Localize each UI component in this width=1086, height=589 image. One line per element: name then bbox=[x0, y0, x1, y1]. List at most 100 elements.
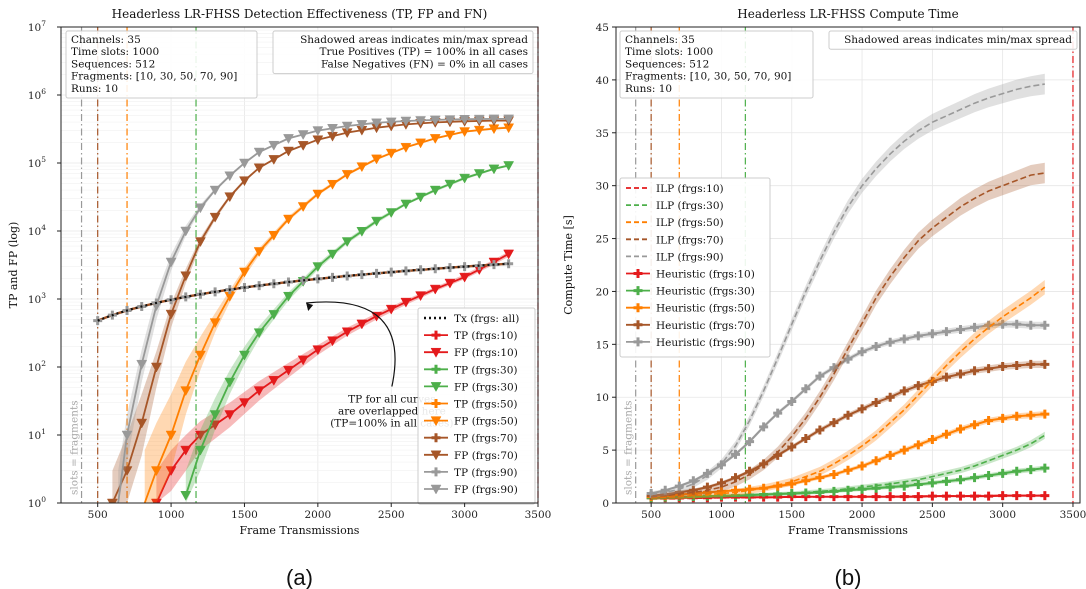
tp-marker bbox=[504, 259, 514, 269]
legend-label: ILP (frgs:90) bbox=[656, 251, 724, 263]
y-tick-label: 35 bbox=[596, 128, 609, 140]
legend-label: ILP (frgs:30) bbox=[656, 200, 724, 212]
ilp-line-frgs-90 bbox=[651, 83, 1045, 496]
heuristic-marker-frgs-50 bbox=[913, 440, 923, 450]
fp-marker-frgs-30 bbox=[503, 161, 515, 171]
legend-marker bbox=[430, 484, 442, 495]
info-box-left-line: Sequences: 512 bbox=[625, 58, 709, 70]
info-box-left-frame bbox=[619, 30, 814, 99]
heuristic-marker-frgs-70 bbox=[843, 410, 853, 420]
legend-label: FP (frgs:30) bbox=[454, 381, 518, 393]
fp-marker-frgs-70 bbox=[180, 271, 192, 282]
fp-marker-frgs-10 bbox=[253, 386, 265, 397]
info-box-left-line: Runs: 10 bbox=[71, 83, 118, 95]
x-tick-label: 2000 bbox=[304, 509, 331, 521]
fp-marker-frgs-50 bbox=[297, 202, 309, 213]
heuristic-marker-frgs-50 bbox=[955, 424, 965, 434]
heuristic-marker-frgs-90 bbox=[688, 476, 698, 486]
heuristic-marker-frgs-90 bbox=[1012, 319, 1022, 329]
heuristic-marker-frgs-90 bbox=[787, 396, 797, 406]
info-box-left-line: Channels: 35 bbox=[625, 34, 695, 46]
fp-marker-frgs-90 bbox=[444, 115, 456, 126]
fp-marker-frgs-90 bbox=[503, 114, 515, 125]
fp-marker-frgs-10 bbox=[224, 410, 236, 421]
vertical-line-label: slots = fragments bbox=[69, 400, 81, 495]
fp-marker-frgs-70 bbox=[209, 212, 221, 223]
fp-marker-frgs-90 bbox=[341, 121, 353, 132]
fp-marker-frgs-50 bbox=[429, 134, 441, 144]
x-axis-label: Frame Transmissions bbox=[788, 524, 908, 537]
heuristic-marker-frgs-30 bbox=[899, 481, 909, 491]
legend-label: FP (frgs:10) bbox=[454, 347, 518, 359]
fp-marker-frgs-10 bbox=[165, 466, 177, 477]
y-tick-label: 105 bbox=[28, 155, 46, 170]
heuristic-marker-frgs-90 bbox=[1040, 320, 1050, 330]
heuristic-marker-frgs-50 bbox=[899, 445, 909, 455]
legend-marker bbox=[430, 382, 442, 392]
fp-marker-frgs-10 bbox=[239, 398, 250, 409]
heuristic-marker-frgs-50 bbox=[829, 469, 839, 479]
fp-marker-frgs-90 bbox=[429, 115, 441, 126]
fp-marker-frgs-30 bbox=[327, 249, 338, 260]
heuristic-marker-frgs-50 bbox=[871, 456, 881, 466]
heuristic-marker-frgs-50 bbox=[1012, 411, 1022, 421]
chart-title: Headerless LR-FHSS Compute Time bbox=[737, 7, 958, 21]
legend-marker bbox=[633, 269, 643, 278]
legend-label: ILP (frgs:10) bbox=[656, 183, 724, 195]
fp-marker-frgs-70 bbox=[239, 176, 250, 187]
fp-marker-frgs-50 bbox=[371, 154, 382, 165]
fp-marker-frgs-50 bbox=[165, 430, 177, 441]
heuristic-marker-frgs-70 bbox=[899, 386, 909, 396]
fp-marker-frgs-50 bbox=[180, 386, 192, 397]
legend-label: Heuristic (frgs:50) bbox=[656, 303, 755, 315]
heuristic-marker-frgs-90 bbox=[871, 341, 881, 351]
fp-line-frgs-70 bbox=[111, 119, 509, 503]
y-tick-label: 25 bbox=[596, 234, 609, 246]
ilp-band-frgs-10 bbox=[651, 494, 1045, 500]
panel-label: (b) bbox=[835, 565, 862, 589]
fp-marker-frgs-90 bbox=[283, 134, 294, 144]
x-tick-label: 1500 bbox=[778, 509, 805, 521]
fp-marker-frgs-30 bbox=[283, 291, 294, 302]
fp-marker-frgs-90 bbox=[209, 185, 221, 196]
tp-marker bbox=[298, 275, 308, 285]
heuristic-marker-frgs-70 bbox=[688, 485, 698, 495]
fp-marker-frgs-90 bbox=[224, 171, 236, 182]
fp-marker-frgs-30 bbox=[371, 216, 382, 227]
x-tick-label: 500 bbox=[641, 509, 661, 521]
ilp-line-frgs-30 bbox=[651, 434, 1046, 500]
fp-marker-frgs-30 bbox=[415, 192, 427, 203]
heuristic-marker-frgs-50 bbox=[815, 473, 825, 483]
fp-marker-frgs-10 bbox=[400, 297, 412, 308]
legend-label: FP (frgs:70) bbox=[454, 450, 518, 462]
heuristic-marker-frgs-70 bbox=[970, 366, 980, 376]
fp-marker-frgs-30 bbox=[195, 445, 206, 456]
legend-marker bbox=[633, 286, 643, 296]
legend-label: FP (frgs:90) bbox=[454, 484, 518, 496]
fp-marker-frgs-10 bbox=[341, 327, 353, 338]
fp-marker-frgs-70 bbox=[195, 237, 206, 248]
fp-marker-frgs-70 bbox=[283, 146, 294, 157]
heuristic-marker-frgs-90 bbox=[927, 329, 937, 339]
heuristic-marker-frgs-90 bbox=[970, 322, 980, 332]
heuristic-marker-frgs-30 bbox=[998, 468, 1008, 478]
fp-marker-frgs-50 bbox=[356, 162, 368, 173]
heuristic-marker-frgs-30 bbox=[955, 475, 965, 485]
fp-marker-frgs-50 bbox=[341, 170, 353, 180]
y-tick-label: 0 bbox=[602, 498, 609, 510]
fp-marker-frgs-90 bbox=[165, 257, 177, 268]
y-tick-label: 40 bbox=[596, 75, 609, 87]
fp-marker-frgs-70 bbox=[136, 418, 148, 429]
heuristic-marker-frgs-30 bbox=[1012, 466, 1022, 476]
fp-marker-frgs-70 bbox=[165, 309, 177, 320]
fp-marker-frgs-10 bbox=[180, 445, 192, 456]
heuristic-marker-frgs-70 bbox=[871, 398, 881, 408]
x-tick-label: 3000 bbox=[451, 509, 478, 521]
fp-marker-frgs-90 bbox=[371, 118, 382, 129]
fp-marker-frgs-30 bbox=[473, 169, 485, 179]
fp-marker-frgs-70 bbox=[121, 466, 133, 477]
chart-title: Headerless LR-FHSS Detection Effectivene… bbox=[112, 7, 488, 21]
legend-marker bbox=[431, 364, 441, 374]
fp-marker-frgs-50 bbox=[444, 130, 456, 141]
heuristic-marker-frgs-30 bbox=[1026, 465, 1036, 475]
